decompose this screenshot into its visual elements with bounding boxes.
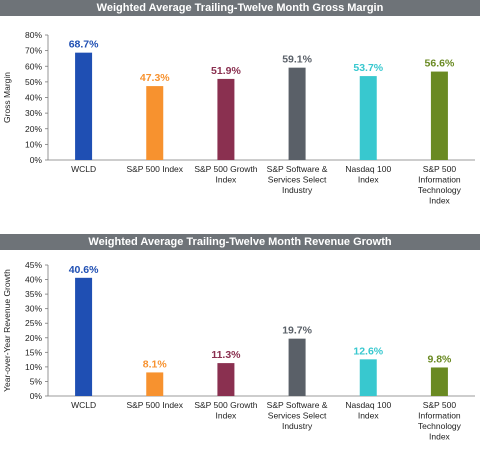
rg-bar <box>146 372 164 396</box>
gm-value-label: 68.7% <box>69 39 99 51</box>
gm-y-tick-label: 0% <box>30 155 43 165</box>
rg-bar <box>430 367 448 396</box>
rg-bar <box>217 363 235 396</box>
gm-y-tick-label: 70% <box>25 46 42 56</box>
gm-value-label: 47.3% <box>140 72 170 84</box>
gm-value-label: 59.1% <box>282 54 312 66</box>
revenue-growth-chart: Year-over-Year Revenue Growth 0% 5% 10% 15% 2… <box>2 260 475 442</box>
rg-y-tick-label: 35% <box>25 289 42 299</box>
gm-category-label: Nasdaq 100 Index <box>345 164 391 185</box>
gm-value-label: 53.7% <box>353 62 383 74</box>
rg-category-label: WCLD <box>71 400 96 410</box>
gm-y-tick-label: 30% <box>25 108 42 118</box>
rg-bar <box>75 277 93 396</box>
gm-y-tick-label: 10% <box>25 139 42 149</box>
gm-category-label: S&P 500 Information Technology Index <box>418 164 462 206</box>
gm-y-axis-label: Gross Margin <box>2 72 12 123</box>
rg-y-tick-label: 5% <box>30 376 43 386</box>
rg-value-label: 12.6% <box>353 345 383 357</box>
rg-value-label: 19.7% <box>282 325 312 337</box>
rg-category-label: S&P 500 Information Technology Index <box>418 400 462 442</box>
rg-y-tick-label: 10% <box>25 362 42 372</box>
gm-y-tick-label: 20% <box>25 124 42 134</box>
gm-y-tick-label: 80% <box>25 30 42 40</box>
rg-y-tick-label: 25% <box>25 318 42 328</box>
rg-value-label: 40.6% <box>69 264 99 276</box>
gm-category-label: WCLD <box>71 164 96 174</box>
gm-category-label: S&P 500 Index <box>126 164 183 174</box>
rg-value-label: 8.1% <box>143 358 168 370</box>
gross-margin-chart: Gross Margin 0% 10% 20% 30% 40% 50% 60% 70% 80% 68… <box>2 30 475 206</box>
rg-category-label: S&P 500 Index <box>126 400 183 410</box>
gm-bar <box>430 71 448 160</box>
chart-title-gross-margin: Weighted Average Trailing-Twelve Month G… <box>0 0 480 16</box>
rg-y-tick-label: 20% <box>25 333 42 343</box>
rg-bar <box>359 359 377 396</box>
gm-bar <box>75 52 93 160</box>
rg-bar <box>288 338 306 396</box>
gm-y-tick-label: 40% <box>25 93 42 103</box>
rg-value-label: 11.3% <box>211 349 241 361</box>
gm-y-tick-label: 50% <box>25 77 42 87</box>
gm-bar <box>217 78 235 160</box>
rg-category-label: S&P 500 Growth Index <box>194 400 257 421</box>
gm-bar <box>288 67 306 160</box>
rg-y-tick-label: 45% <box>25 260 42 270</box>
rg-y-axis-label: Year-over-Year Revenue Growth <box>2 269 12 392</box>
rg-category-label: S&P Software & Services Select Industry <box>267 400 328 431</box>
rg-y-tick-label: 40% <box>25 275 42 285</box>
gm-bar <box>146 86 164 160</box>
gm-category-label: S&P 500 Growth Index <box>194 164 257 185</box>
gm-value-label: 56.6% <box>425 58 455 70</box>
gm-bar <box>359 76 377 160</box>
rg-value-label: 9.8% <box>427 353 452 365</box>
gm-value-label: 51.9% <box>211 65 241 77</box>
rg-y-tick-label: 30% <box>25 304 42 314</box>
rg-y-tick-label: 0% <box>30 391 43 401</box>
gm-category-label: S&P Software & Services Select Industry <box>267 164 328 195</box>
rg-y-tick-label: 15% <box>25 347 42 357</box>
gm-y-tick-label: 60% <box>25 61 42 71</box>
chart-title-revenue-growth: Weighted Average Trailing-Twelve Month R… <box>0 234 480 250</box>
rg-category-label: Nasdaq 100 Index <box>345 400 391 421</box>
